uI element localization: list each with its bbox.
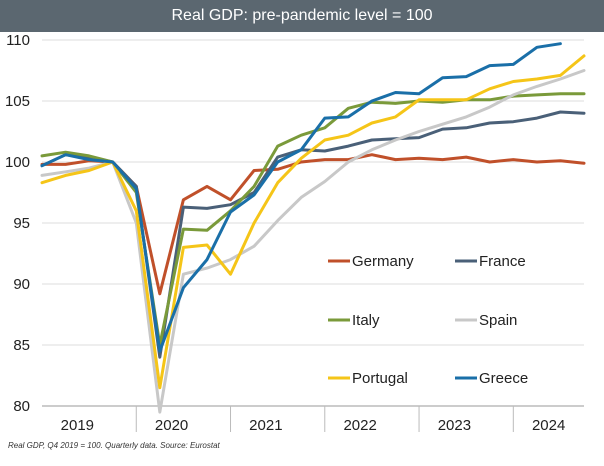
chart-title: Real GDP: pre-pandemic level = 100 bbox=[0, 0, 604, 32]
legend-label-germany: Germany bbox=[352, 253, 414, 270]
x-tick-label: 2024 bbox=[532, 417, 565, 434]
y-tick-label: 105 bbox=[5, 93, 30, 110]
series-line-spain bbox=[40, 69, 586, 414]
y-tick-label: 95 bbox=[13, 215, 30, 232]
x-tick-label: 2021 bbox=[249, 417, 282, 434]
legend-label-spain: Spain bbox=[479, 312, 517, 329]
legend-label-france: France bbox=[479, 253, 526, 270]
x-tick-label: 2019 bbox=[61, 417, 94, 434]
y-tick-label: 85 bbox=[13, 337, 30, 354]
legend-label-portugal: Portugal bbox=[352, 370, 408, 387]
source-note: Real GDP, Q4 2019 = 100. Quarterly data.… bbox=[8, 441, 220, 450]
y-tick-label: 80 bbox=[13, 398, 30, 415]
series-line-italy bbox=[40, 92, 586, 347]
legend-label-italy: Italy bbox=[352, 312, 380, 329]
series-line-greece bbox=[40, 42, 562, 353]
y-tick-label: 100 bbox=[5, 154, 30, 171]
x-tick-label: 2022 bbox=[343, 417, 376, 434]
x-tick-label: 2020 bbox=[155, 417, 188, 434]
y-tick-label: 90 bbox=[13, 276, 30, 293]
y-tick-label: 110 bbox=[6, 32, 30, 49]
legend-label-greece: Greece bbox=[479, 370, 528, 387]
series-line-portugal bbox=[40, 54, 586, 390]
x-tick-label: 2023 bbox=[438, 417, 471, 434]
